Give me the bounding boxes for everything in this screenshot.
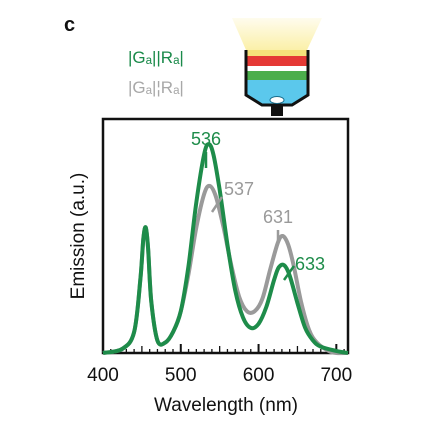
device-led-icon [269, 96, 285, 104]
x-tick-label: 500 [165, 365, 197, 386]
panel-label: c [64, 14, 75, 36]
x-axis-title: Wavelength (nm) [154, 395, 298, 416]
peak-leader-line [282, 265, 296, 281]
x-tick-label: 600 [243, 365, 275, 386]
plot-frame [101, 117, 350, 355]
peak-label-633: 633 [295, 254, 325, 274]
legend-entry-gray: |Gₐ|¦Rₐ| [128, 78, 184, 97]
x-tick-label: 400 [87, 365, 119, 386]
device-blue-base [246, 80, 308, 105]
light-glow-icon [232, 18, 322, 50]
device-green-layer [246, 71, 308, 80]
peak-label-631: 631 [263, 207, 293, 227]
y-axis-title: Emission (a.u.) [68, 173, 89, 300]
x-axis-ticks [102, 344, 345, 353]
device-top-layer [246, 50, 308, 56]
peak-leader-line [210, 196, 224, 213]
series-layer [102, 142, 349, 356]
x-tick-label: 700 [320, 365, 352, 386]
device-illustration [232, 18, 322, 116]
legend: |Gₐ||Rₐ| |Gₐ|¦Rₐ| [128, 48, 184, 97]
series-line-green [102, 142, 349, 355]
peak-label-537: 537 [224, 179, 254, 199]
device-separator-layer [246, 66, 308, 71]
peak-label-536: 536 [191, 129, 221, 149]
peak-annotations: 536 537 631 633 [191, 129, 325, 281]
device-stand [271, 105, 283, 116]
legend-entry-green: |Gₐ||Rₐ| [128, 48, 184, 67]
x-axis-tick-labels: 400 500 600 700 [87, 365, 352, 386]
device-red-layer [246, 56, 308, 66]
